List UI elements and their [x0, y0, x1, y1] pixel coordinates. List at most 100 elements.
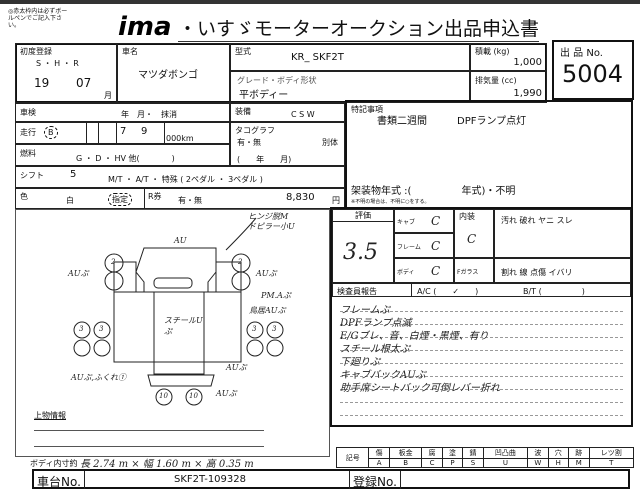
code-letter: B — [388, 458, 423, 468]
report-line: DPFランプ点滅 — [340, 318, 412, 329]
code-name: 錆 — [462, 447, 484, 459]
ima-logo: ima — [118, 12, 172, 42]
report-ac: A/C ( ✓ ) — [417, 287, 479, 296]
frame-cell: フレーム C — [394, 233, 454, 258]
diagram-note: AUぷ — [226, 363, 247, 372]
body-cell: ボディ C — [394, 258, 454, 283]
displacement-value: 1,990 — [513, 88, 542, 99]
code-letter: A — [368, 458, 390, 468]
divider — [34, 430, 264, 431]
diagram-note: AUぷ — [256, 269, 277, 278]
equipment-items: C S W — [291, 110, 315, 119]
fuel-value: G ・ D ・ HV 他( ) — [76, 154, 175, 163]
code-letter: P — [441, 458, 464, 468]
report-lines: フレームぷ DPFランプ点滅 E/Gブレ、音、白煙・黒煙、有り スチール根太ぷ … — [332, 298, 631, 425]
first-reg-cell: 初度登録 S ・ H ・ R 19 07 月 — [15, 43, 117, 103]
first-reg-year: 19 — [34, 76, 50, 90]
divider — [34, 446, 264, 447]
digit-divider — [116, 123, 117, 143]
divider — [144, 189, 145, 208]
recycle-value: 有・無 — [178, 196, 202, 205]
tachograph-date: ( 年 月) — [237, 155, 292, 164]
load-cell: 積載 (kg) 1,000 — [470, 43, 547, 71]
special-line: DPFランプ点灯 — [457, 116, 527, 127]
tachograph-label: タコグラフ — [235, 126, 275, 135]
car-name-value: マツダボンゴ — [138, 70, 198, 81]
code-name: 塗 — [441, 447, 464, 459]
inspection-row: 車検 年 月・ 抹消 — [15, 103, 230, 122]
cab-grade: C — [431, 214, 441, 228]
code-letter: H — [547, 458, 570, 468]
fuel-row: 燃料 G ・ D ・ HV 他( ) — [15, 144, 230, 166]
interior-grade: C — [467, 232, 477, 246]
car-name-label: 車名 — [122, 47, 138, 56]
shift-value: M/T ・ A/T ・ 特殊 ( 2ペダル ・ 3ペダル ) — [108, 175, 263, 184]
color-row: 色 白 指定 R券 有・無 8,830 円 — [15, 188, 345, 209]
glass-label: Fガラス — [457, 269, 479, 276]
yen-unit: 円 — [332, 196, 340, 205]
lot-number: 5004 — [562, 60, 624, 88]
chassis-row: 車台No. SKF2T-109328 登録No. — [32, 469, 630, 489]
report-header: 検査員報告 A/C ( ✓ ) B/T ( ) — [332, 283, 631, 297]
glass-cell: Fガラス — [454, 258, 494, 283]
shift-label: シフト — [20, 171, 44, 180]
frame-label: フレーム — [397, 244, 421, 251]
code-letter: S — [462, 458, 484, 468]
interior-marks-cell: 汚れ 破れ ヤニ スレ — [494, 209, 631, 258]
damage-diagram: ヒンジ脱M ドピラー小U AU AUぷ AUぷ PM.Aぷ 鳥居AUぷ スチールU… — [15, 209, 330, 457]
lot-label: 出 品 No. — [560, 48, 603, 59]
score-label: 評価 — [333, 210, 393, 222]
inspection-label: 車検 — [20, 108, 36, 117]
diagram-note: スチールUぷ — [164, 316, 203, 336]
code-letter: T — [588, 458, 634, 468]
mileage-unit: 000km — [166, 134, 194, 143]
report-line: E/Gブレ、音、白煙・黒煙、有り — [340, 331, 489, 342]
month-unit: 月 — [104, 91, 112, 100]
color-designated: 指定 — [108, 193, 132, 206]
report-line: フレームぷ — [340, 305, 390, 316]
code-label: 記号 — [335, 447, 370, 468]
diagram-note: AUぷ — [68, 269, 89, 278]
cab-cell: キャブ C — [394, 209, 454, 233]
frame-grade: C — [431, 239, 441, 253]
mileage-mark: B — [44, 126, 58, 139]
code-name: 腐 — [421, 447, 443, 459]
diagram-note: 鳥居AUぷ — [249, 306, 286, 315]
equipment-label: 装備 — [235, 107, 251, 116]
truck-outline — [73, 217, 284, 406]
code-letter: M — [568, 458, 590, 468]
tire-mark: 3 — [252, 325, 257, 333]
body-label: ボディ — [397, 269, 415, 276]
tachograph-separate: 別体 — [322, 138, 338, 147]
code-name: 波 — [527, 447, 549, 459]
car-name-cell: 車名 マツダボンゴ — [117, 43, 230, 103]
form-title: ・いすゞモーターオークション出品申込書 — [178, 14, 540, 42]
equipment-cell: 装備 C S W — [230, 103, 345, 122]
special-line: 書類二週間 — [377, 116, 427, 127]
tire-mark: 10 — [159, 392, 168, 400]
body-grade: C — [431, 264, 441, 278]
color-label: 色 — [20, 192, 28, 201]
diagram-note: PM.Aぷ — [261, 291, 291, 300]
diagram-note: AUぷ — [216, 389, 237, 398]
mileage-digit: 9 — [141, 126, 148, 137]
report-line: スチール根太ぷ — [340, 344, 410, 355]
body-year: 架装物年式 :( 年式)・不明 — [351, 186, 516, 197]
grade-label: グレード・ボディ形状 — [237, 76, 317, 85]
code-name: 凹凸曲 — [482, 447, 529, 459]
glass-marks-cell: 割れ 線 点傷 イバリ — [494, 258, 631, 283]
divider — [84, 471, 85, 489]
glass-marks: 割れ 線 点傷 イバリ — [501, 268, 573, 277]
special-label: 特記事項 — [351, 105, 383, 114]
shift-gears: 5 — [70, 169, 77, 180]
chassis-label: 車台No. — [37, 475, 81, 489]
first-reg-eras: S ・ H ・ R — [36, 59, 79, 68]
tire-mark: 3 — [79, 325, 84, 333]
code-name: 穴 — [547, 447, 570, 459]
model-value: KR_ SKF2T — [291, 52, 344, 63]
first-reg-month: 07 — [76, 76, 92, 90]
lot-box: 出 品 No. 5004 — [552, 40, 634, 100]
divider — [411, 284, 412, 296]
code-name: レツ割 — [588, 447, 634, 459]
